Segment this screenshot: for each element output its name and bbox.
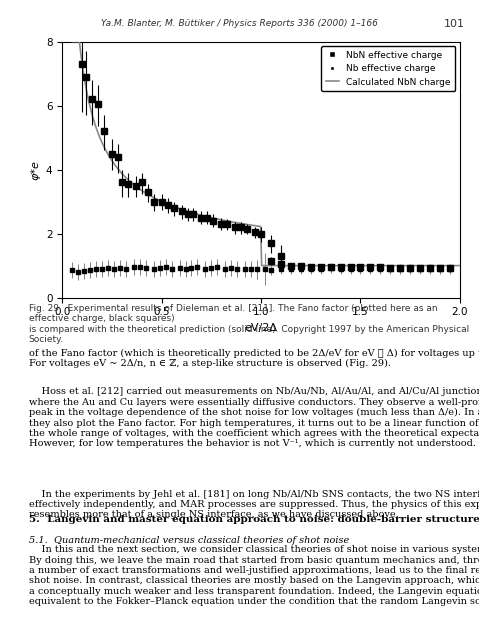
Text: Fig. 29.  Experimental results of Dieleman et al. [211]. The Fano factor (plotte: Fig. 29. Experimental results of Dielema…: [29, 304, 469, 344]
Text: In this and the next section, we consider classical theories of shot noise in va: In this and the next section, we conside…: [29, 545, 479, 606]
X-axis label: eV/2Δ: eV/2Δ: [245, 323, 277, 333]
Legend: NbN effective charge, Nb effective charge, Calculated NbN charge: NbN effective charge, Nb effective charg…: [321, 46, 456, 91]
Text: 5.  Langevin and master equation approach to noise: double-barrier structures: 5. Langevin and master equation approach…: [29, 515, 479, 524]
Text: 5.1.  Quantum-mechanical versus classical theories of shot noise: 5.1. Quantum-mechanical versus classical…: [29, 536, 349, 545]
Text: Hoss et al. [212] carried out measurements on Nb/Au/Nb, Al/Au/Al, and Al/Cu/Al j: Hoss et al. [212] carried out measuremen…: [29, 387, 479, 449]
Text: of the Fano factor (which is theoretically predicted to be 2Δ/eV for eV ≪ Δ) for: of the Fano factor (which is theoretical…: [29, 349, 479, 369]
Text: In the experiments by Jehl et al. [181] on long Nb/Al/Nb SNS contacts, the two N: In the experiments by Jehl et al. [181] …: [29, 490, 479, 520]
Y-axis label: φ*e: φ*e: [30, 159, 40, 180]
Text: Ya.M. Blanter, M. Büttiker / Physics Reports 336 (2000) 1–166: Ya.M. Blanter, M. Büttiker / Physics Rep…: [101, 19, 378, 28]
Text: 101: 101: [444, 19, 465, 29]
